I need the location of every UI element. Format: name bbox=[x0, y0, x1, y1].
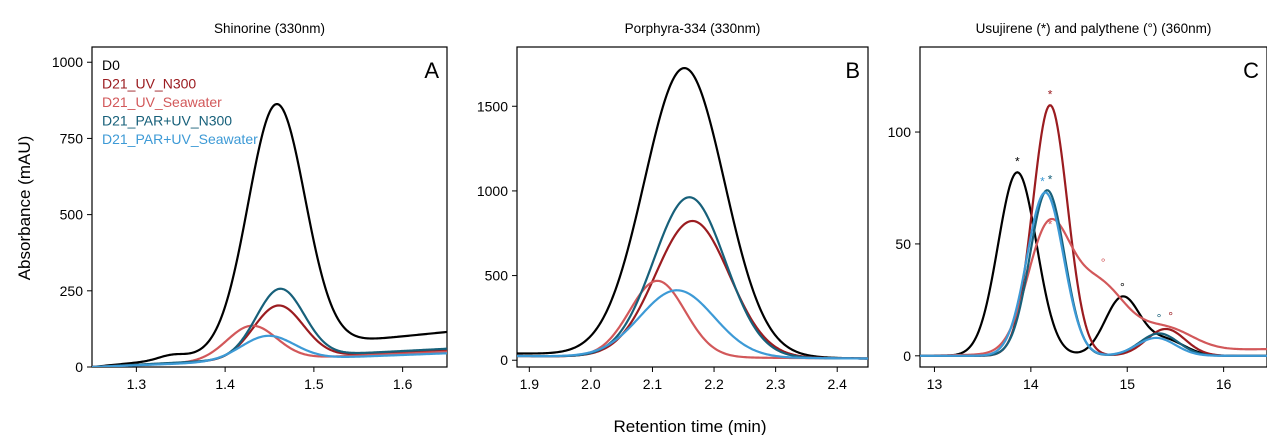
chart-panel-B: Porphyra-334 (330nm) B 1.9 2.0 2.1 2.2 2.3 2.4 0… bbox=[477, 21, 869, 392]
series-line-d0 bbox=[517, 66, 868, 360]
plot-frame bbox=[919, 46, 1267, 368]
x-tick-label: 15 bbox=[1119, 376, 1135, 392]
series-line-d21-par-uv-seawater bbox=[92, 334, 447, 367]
x-tick-label: 1.4 bbox=[215, 376, 235, 392]
x-tick-label: 1.6 bbox=[393, 376, 413, 392]
peak-marker: * bbox=[1040, 175, 1045, 189]
series-line-d21-uv-seawater bbox=[517, 279, 868, 360]
plot-frame bbox=[91, 46, 448, 368]
y-tick-label: 1000 bbox=[477, 183, 508, 199]
panel-title: Usujirene (*) and palythene (°) (360nm) bbox=[976, 21, 1212, 36]
y-tick-label: 500 bbox=[60, 207, 84, 223]
x-tick-label: 1.3 bbox=[127, 376, 147, 392]
legend-entry: D21_UV_N300 bbox=[102, 76, 196, 92]
series-line-d0 bbox=[920, 171, 1267, 357]
x-tick-label: 1.9 bbox=[520, 376, 540, 392]
y-tick-label: 1500 bbox=[477, 98, 508, 114]
panel-title: Porphyra-334 (330nm) bbox=[625, 21, 761, 36]
y-tick-label: 1000 bbox=[52, 54, 83, 70]
series-line-d21-uv-seawater bbox=[920, 217, 1267, 357]
peak-marker: * bbox=[1015, 155, 1020, 169]
peak-marker: ° bbox=[1120, 280, 1125, 294]
series-line-d21-uv-n300 bbox=[517, 219, 868, 360]
legend-entry: D21_PAR+UV_Seawater bbox=[102, 131, 258, 147]
panel-letter: C bbox=[1243, 58, 1259, 83]
panel-title: Shinorine (330nm) bbox=[214, 21, 325, 36]
legend: D0 D21_UV_N300 D21_UV_Seawater D21_PAR+UV_N… bbox=[102, 57, 258, 147]
y-tick-label: 250 bbox=[60, 283, 84, 299]
series-line-d21-par-uv-seawater bbox=[920, 191, 1267, 357]
x-tick-label: 2.4 bbox=[827, 376, 847, 392]
peak-marker: * bbox=[1048, 173, 1053, 187]
peak-marker: * bbox=[1048, 217, 1053, 231]
y-tick-label: 0 bbox=[903, 348, 911, 364]
panel-letter: A bbox=[424, 58, 439, 83]
panel-letter: B bbox=[845, 58, 860, 83]
x-tick-label: 16 bbox=[1216, 376, 1232, 392]
legend-entry: D21_UV_Seawater bbox=[102, 94, 222, 110]
x-tick-label: 2.0 bbox=[581, 376, 601, 392]
chart-panel-C: Usujirene (*) and palythene (°) (360nm) C… bbox=[888, 21, 1267, 392]
x-axis-label: Retention time (min) bbox=[613, 417, 766, 435]
x-tick-label: 14 bbox=[1023, 376, 1039, 392]
y-tick-label: 100 bbox=[888, 124, 912, 140]
y-axis-label: Absorbance (mAU) bbox=[15, 136, 34, 281]
chart-panels: Shinorine (330nm)A1.3 1.4 1.5 1.60250500750… bbox=[52, 21, 1267, 392]
y-tick-label: 50 bbox=[895, 236, 911, 252]
series-line-d21-uv-n300 bbox=[920, 104, 1267, 357]
peak-marker: ° bbox=[1157, 311, 1162, 325]
legend-entry: D0 bbox=[102, 57, 120, 73]
x-tick-label: 1.5 bbox=[304, 376, 324, 392]
y-tick-label: 0 bbox=[75, 359, 83, 375]
x-tick-label: 2.3 bbox=[766, 376, 786, 392]
x-tick-label: 2.2 bbox=[704, 376, 724, 392]
peak-marker: * bbox=[1048, 87, 1053, 101]
y-tick-label: 500 bbox=[485, 268, 509, 284]
x-tick-label: 2.1 bbox=[643, 376, 663, 392]
y-tick-label: 0 bbox=[500, 352, 508, 368]
peak-marker: ° bbox=[1101, 255, 1106, 269]
legend-entry: D21_PAR+UV_N300 bbox=[102, 113, 232, 129]
series-line-d0 bbox=[92, 102, 447, 367]
y-tick-label: 750 bbox=[60, 130, 84, 146]
chart-panel-A: Shinorine (330nm) A 1.3 1.4 1.5 1.6 0 250 500 750… bbox=[52, 21, 448, 392]
series-line-d21-par-uv-seawater bbox=[517, 289, 868, 360]
peak-marker: ° bbox=[1168, 309, 1173, 323]
x-tick-label: 13 bbox=[927, 376, 943, 392]
plot-frame bbox=[516, 46, 869, 368]
